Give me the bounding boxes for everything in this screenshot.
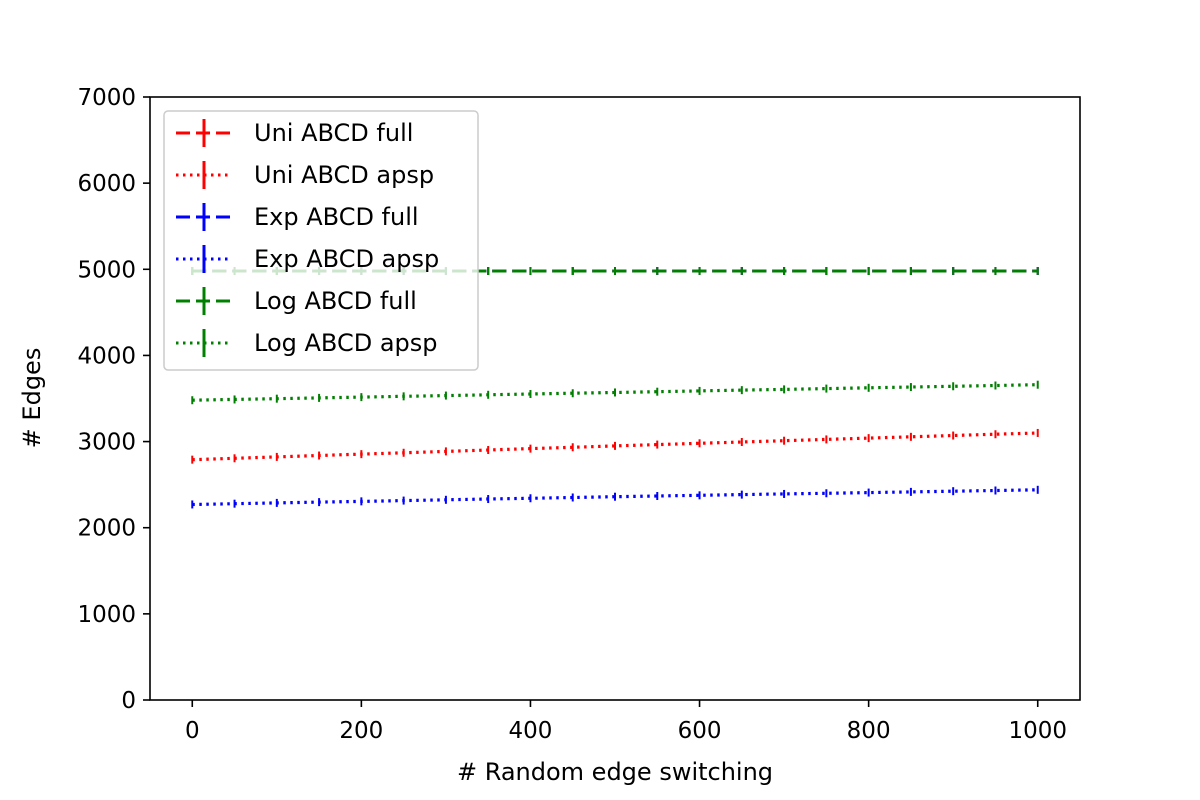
y-tick-label: 1000 xyxy=(77,602,136,628)
x-tick-label: 0 xyxy=(185,718,200,744)
y-tick-label: 2000 xyxy=(77,516,136,542)
legend-label-3: Exp ABCD full xyxy=(254,203,419,231)
y-tick-label: 7000 xyxy=(77,85,136,111)
y-tick-label: 0 xyxy=(121,688,136,714)
y-tick-label: 6000 xyxy=(77,171,136,197)
x-axis-label: # Random edge switching xyxy=(457,758,773,786)
y-tick-label: 3000 xyxy=(77,430,136,456)
legend: Uni ABCD full Uni ABCD apsp Exp ABCD full E… xyxy=(163,110,479,371)
series-line-4 xyxy=(192,488,1038,507)
x-tick-label: 600 xyxy=(678,718,722,744)
x-tick-label: 800 xyxy=(847,718,891,744)
series-line-6 xyxy=(192,383,1038,402)
y-axis-label: # Edges xyxy=(18,348,46,449)
legend-label-1: Uni ABCD full xyxy=(254,119,413,147)
y-axis-ticks: 0 1000 2000 3000 4000 5000 6000 7000 xyxy=(77,85,150,714)
x-tick-label: 200 xyxy=(339,718,383,744)
x-axis-ticks: 0 200 400 600 800 1000 xyxy=(185,700,1067,744)
legend-label-6: Log ABCD apsp xyxy=(254,329,438,357)
y-tick-label: 5000 xyxy=(77,257,136,283)
x-tick-label: 1000 xyxy=(1008,718,1067,744)
x-tick-label: 400 xyxy=(509,718,553,744)
legend-label-5: Log ABCD full xyxy=(254,287,417,315)
legend-box xyxy=(163,110,479,371)
legend-label-2: Uni ABCD apsp xyxy=(254,161,434,189)
series-line-2 xyxy=(192,431,1038,462)
legend-label-4: Exp ABCD apsp xyxy=(254,245,439,273)
plot-frame xyxy=(149,96,1081,701)
y-tick-label: 4000 xyxy=(77,343,136,369)
